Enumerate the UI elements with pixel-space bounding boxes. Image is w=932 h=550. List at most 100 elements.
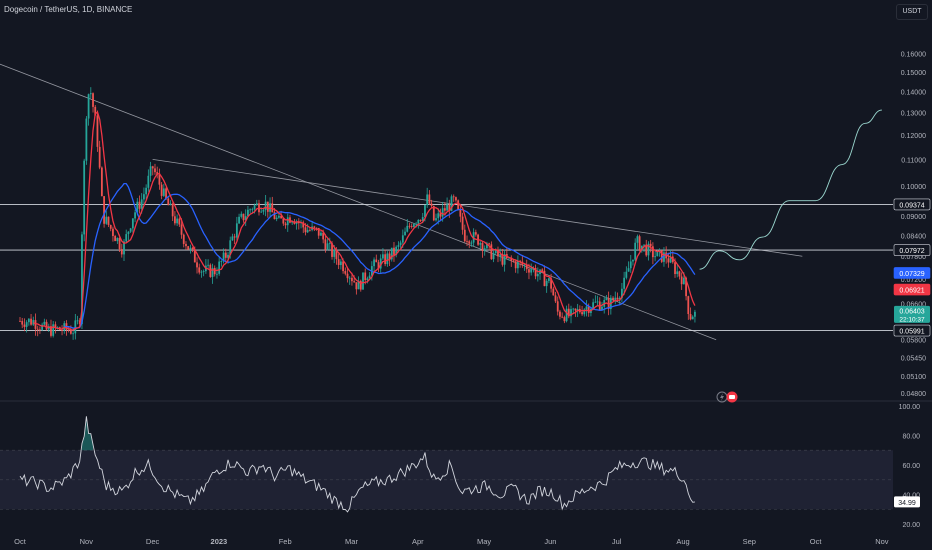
candle-body [384, 254, 387, 265]
candle-body [596, 301, 599, 303]
candle-body [54, 324, 57, 329]
candle-body [669, 256, 672, 263]
candle-body [229, 240, 232, 255]
candle-body [554, 295, 557, 302]
candle-body [616, 297, 619, 300]
candle-body [326, 243, 329, 250]
candle-body [284, 223, 287, 226]
candle-body [116, 237, 119, 242]
candle-body [605, 298, 608, 300]
candle-body [676, 271, 679, 275]
level-price-tag-bg [893, 324, 931, 337]
candle-body [490, 244, 493, 260]
candle-body [202, 271, 205, 272]
candle-body [23, 324, 26, 327]
indicator-badges[interactable] [716, 390, 738, 406]
candle-body [437, 213, 440, 219]
candle-body [461, 216, 464, 230]
candle-body [446, 204, 448, 211]
candle-body [255, 203, 258, 206]
candle-body [251, 209, 254, 211]
candle-body [269, 203, 271, 212]
candle-body [417, 219, 420, 224]
time-tick-label: Mar [345, 537, 358, 546]
candle-body [667, 258, 670, 263]
candle-body [691, 316, 694, 320]
candle-body [242, 213, 245, 221]
projection-curve [699, 109, 882, 270]
candle-body [100, 167, 103, 197]
candle-body [408, 225, 411, 227]
time-tick-label: May [477, 537, 491, 546]
candle-body [160, 184, 163, 196]
candle-body [556, 301, 559, 312]
candle-body [218, 261, 221, 274]
rsi-line [19, 416, 695, 513]
candle-body [362, 272, 364, 290]
candle-body [260, 211, 263, 213]
candle-body [419, 219, 422, 221]
candle-body [627, 268, 630, 272]
candle-body [174, 216, 176, 224]
candle-body [145, 187, 148, 195]
candle-body [171, 203, 174, 217]
candle-body [561, 316, 564, 318]
time-tick-label: Feb [279, 537, 292, 546]
candle-body [497, 249, 499, 257]
candle-body [178, 218, 181, 225]
candle-body [333, 249, 336, 257]
candle-body [463, 229, 466, 242]
candle-body [499, 254, 502, 257]
candle-body [388, 253, 391, 260]
candle-body [355, 282, 358, 290]
candle-body [320, 232, 322, 236]
candle-body [674, 262, 676, 275]
candle-body [366, 278, 369, 281]
currency-button[interactable]: USDT [896, 4, 928, 20]
candle-body [483, 248, 486, 251]
candle-body [570, 309, 572, 317]
candle-body [47, 326, 50, 330]
flash-icon[interactable] [716, 390, 738, 404]
time-tick-label: Dec [146, 537, 160, 546]
candle-body [382, 254, 384, 259]
candle-body [43, 321, 46, 325]
price-tick-label: 0.09000 [901, 214, 926, 221]
candle-body [222, 252, 225, 262]
candle-body [52, 324, 55, 336]
candle-body [410, 225, 413, 227]
candle-body [143, 194, 145, 200]
ma-fast-tag-bg [893, 283, 931, 296]
candle-body [127, 231, 130, 235]
candle-body [220, 261, 223, 262]
candle-body [72, 333, 75, 335]
rsi-tick-label: 40.00 [902, 493, 920, 500]
candle-body [466, 241, 468, 243]
candle-body [136, 201, 139, 213]
candle-body [196, 262, 198, 268]
candle-body [565, 308, 568, 322]
candle-body [238, 216, 240, 224]
price-tick-label: 0.10000 [901, 184, 926, 191]
rsi-band [0, 400, 932, 510]
candle-body [452, 196, 455, 198]
price-tags: 0.09374 0.07972 0.05991 0.07329 0.06921 0.064… [893, 198, 931, 508]
candle-body [308, 229, 311, 231]
candle-body [89, 93, 92, 95]
trendline [152, 158, 803, 257]
candle-body [587, 306, 590, 313]
candle-body [235, 223, 238, 238]
candle-body [430, 203, 433, 206]
candle-body [339, 261, 342, 266]
candle-body [638, 236, 641, 251]
candle-body [154, 168, 156, 173]
candle-body [563, 317, 566, 322]
candle-body [165, 188, 167, 199]
candle-body [162, 188, 165, 196]
candle-body [428, 194, 431, 204]
candle-body [264, 201, 267, 210]
candle-body [678, 271, 681, 277]
candle-body [138, 201, 141, 209]
ma-slow-tag: 0.07329 [899, 271, 924, 278]
